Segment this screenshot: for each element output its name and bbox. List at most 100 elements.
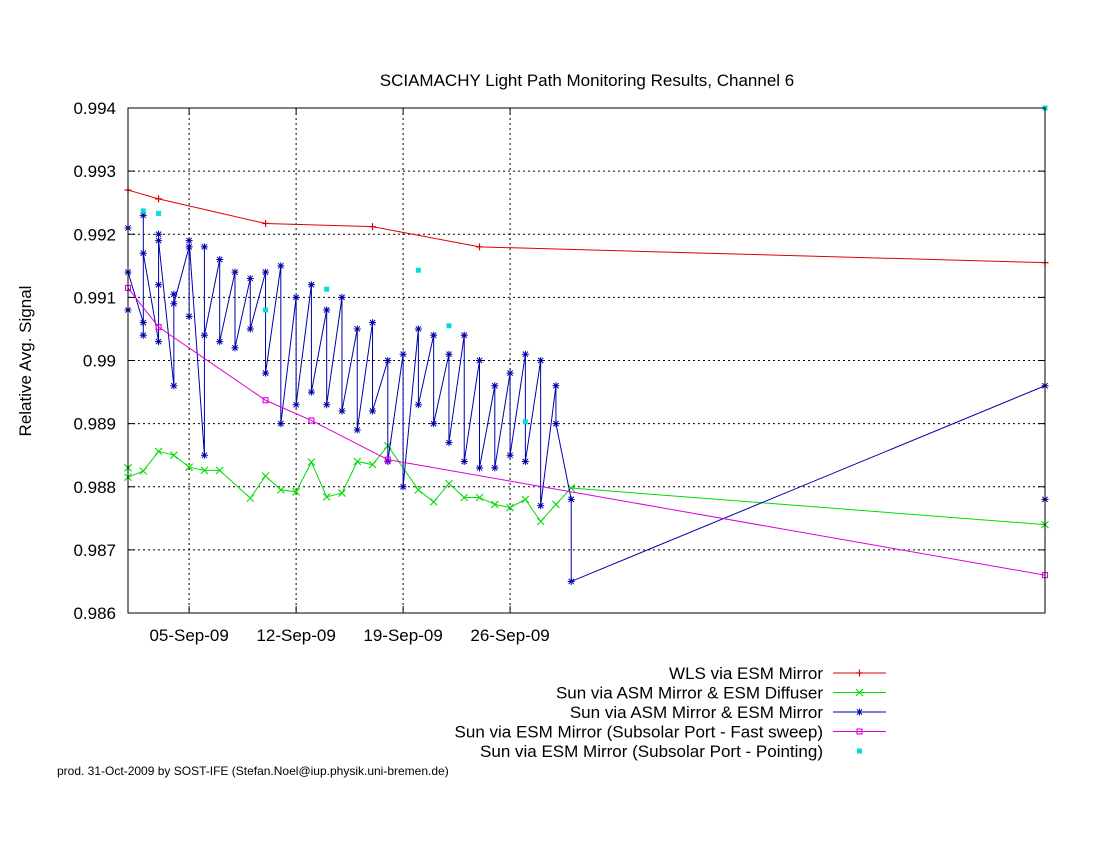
data-point xyxy=(155,195,163,203)
y-tick-label: 0.991 xyxy=(73,288,116,307)
data-point xyxy=(323,306,331,314)
data-point xyxy=(552,500,560,509)
data-point xyxy=(262,397,269,404)
data-point xyxy=(292,293,300,301)
data-point xyxy=(155,237,163,245)
data-point xyxy=(521,495,530,504)
data-point xyxy=(491,464,499,472)
data-point xyxy=(506,503,514,512)
y-tick-label: 0.992 xyxy=(73,225,116,244)
data-point xyxy=(475,493,484,502)
data-point xyxy=(476,464,484,472)
data-point xyxy=(308,417,315,424)
data-point xyxy=(185,463,194,472)
data-point xyxy=(429,498,438,506)
data-point xyxy=(415,267,421,273)
data-point xyxy=(521,458,529,465)
data-point xyxy=(200,466,209,475)
data-point xyxy=(261,472,270,480)
data-point xyxy=(522,419,528,425)
data-point xyxy=(307,458,316,467)
series-line xyxy=(127,287,1046,576)
legend-label: Sun via ASM Mirror & ESM Mirror xyxy=(570,703,823,722)
y-tick-label: 0.989 xyxy=(73,415,116,434)
legend-label: Sun via ASM Mirror & ESM Diffuser xyxy=(556,684,823,703)
data-point xyxy=(338,407,346,415)
data-point xyxy=(156,210,162,216)
data-point xyxy=(324,286,330,292)
data-point xyxy=(369,319,377,327)
data-point xyxy=(216,256,224,263)
data-point xyxy=(155,338,163,346)
data-point xyxy=(476,357,484,364)
data-point xyxy=(384,357,392,364)
data-point xyxy=(445,439,453,447)
data-point xyxy=(170,290,178,298)
data-point xyxy=(155,323,162,331)
data-point xyxy=(215,466,224,475)
series-3 xyxy=(124,211,1049,585)
data-point xyxy=(521,350,529,358)
data-point xyxy=(430,331,438,339)
data-point xyxy=(369,223,377,231)
data-point xyxy=(353,457,362,466)
data-point xyxy=(567,495,575,503)
y-axis-label: Relative Avg. Signal xyxy=(16,286,35,437)
data-point xyxy=(155,281,163,289)
data-point xyxy=(262,220,270,228)
data-point xyxy=(262,268,270,276)
legend-marker xyxy=(855,688,864,697)
data-point xyxy=(460,458,468,465)
grid-lines xyxy=(128,108,1045,613)
data-point xyxy=(490,500,499,509)
data-point xyxy=(231,344,239,352)
legend-label: Sun via ESM Mirror (Subsolar Port - Poin… xyxy=(480,742,823,761)
chart-title: SCIAMACHY Light Path Monitoring Results,… xyxy=(380,71,795,90)
data-point xyxy=(169,451,178,460)
data-point xyxy=(246,325,254,333)
data-point xyxy=(491,382,499,390)
data-point xyxy=(154,447,163,456)
data-point xyxy=(368,460,377,469)
data-point xyxy=(292,487,301,496)
axis-ticks: 0.986 0.987 0.988 0.989 0.99 0.991 0.992 0.993 0… xyxy=(73,99,1045,645)
data-point xyxy=(369,407,377,415)
data-point xyxy=(200,243,208,251)
data-point xyxy=(476,243,484,251)
data-point xyxy=(353,325,361,333)
series-group xyxy=(124,105,1049,585)
data-point xyxy=(185,237,193,245)
legend-label: WLS via ESM Mirror xyxy=(669,664,823,683)
data-point xyxy=(307,388,315,396)
data-point xyxy=(536,517,545,526)
series-line xyxy=(127,189,1046,264)
data-point xyxy=(139,331,147,339)
x-tick-label: 26-Sep-09 xyxy=(470,626,549,645)
data-point xyxy=(277,420,285,428)
footer-credit: prod. 31-Oct-2009 by SOST-IFE (Stefan.No… xyxy=(57,764,449,778)
data-point xyxy=(139,211,147,219)
data-point xyxy=(506,451,514,459)
data-point xyxy=(170,300,178,308)
data-point xyxy=(353,426,361,434)
data-point xyxy=(155,230,163,238)
data-point xyxy=(292,401,300,409)
data-point xyxy=(139,467,148,475)
data-point xyxy=(446,323,452,329)
series-4 xyxy=(124,284,1049,579)
data-point xyxy=(399,350,407,358)
series-2 xyxy=(124,441,1049,529)
y-tick-label: 0.987 xyxy=(73,541,116,560)
data-point xyxy=(307,281,315,289)
y-tick-label: 0.988 xyxy=(73,478,116,497)
data-point xyxy=(338,489,346,497)
data-point xyxy=(537,502,545,510)
series-line xyxy=(127,444,1046,526)
data-point xyxy=(460,331,468,339)
data-point xyxy=(414,401,422,409)
series-line xyxy=(127,215,1046,583)
y-tick-label: 0.993 xyxy=(73,162,116,181)
series-1 xyxy=(124,186,1049,267)
legend-marker xyxy=(856,669,863,677)
y-tick-label: 0.986 xyxy=(73,604,116,623)
